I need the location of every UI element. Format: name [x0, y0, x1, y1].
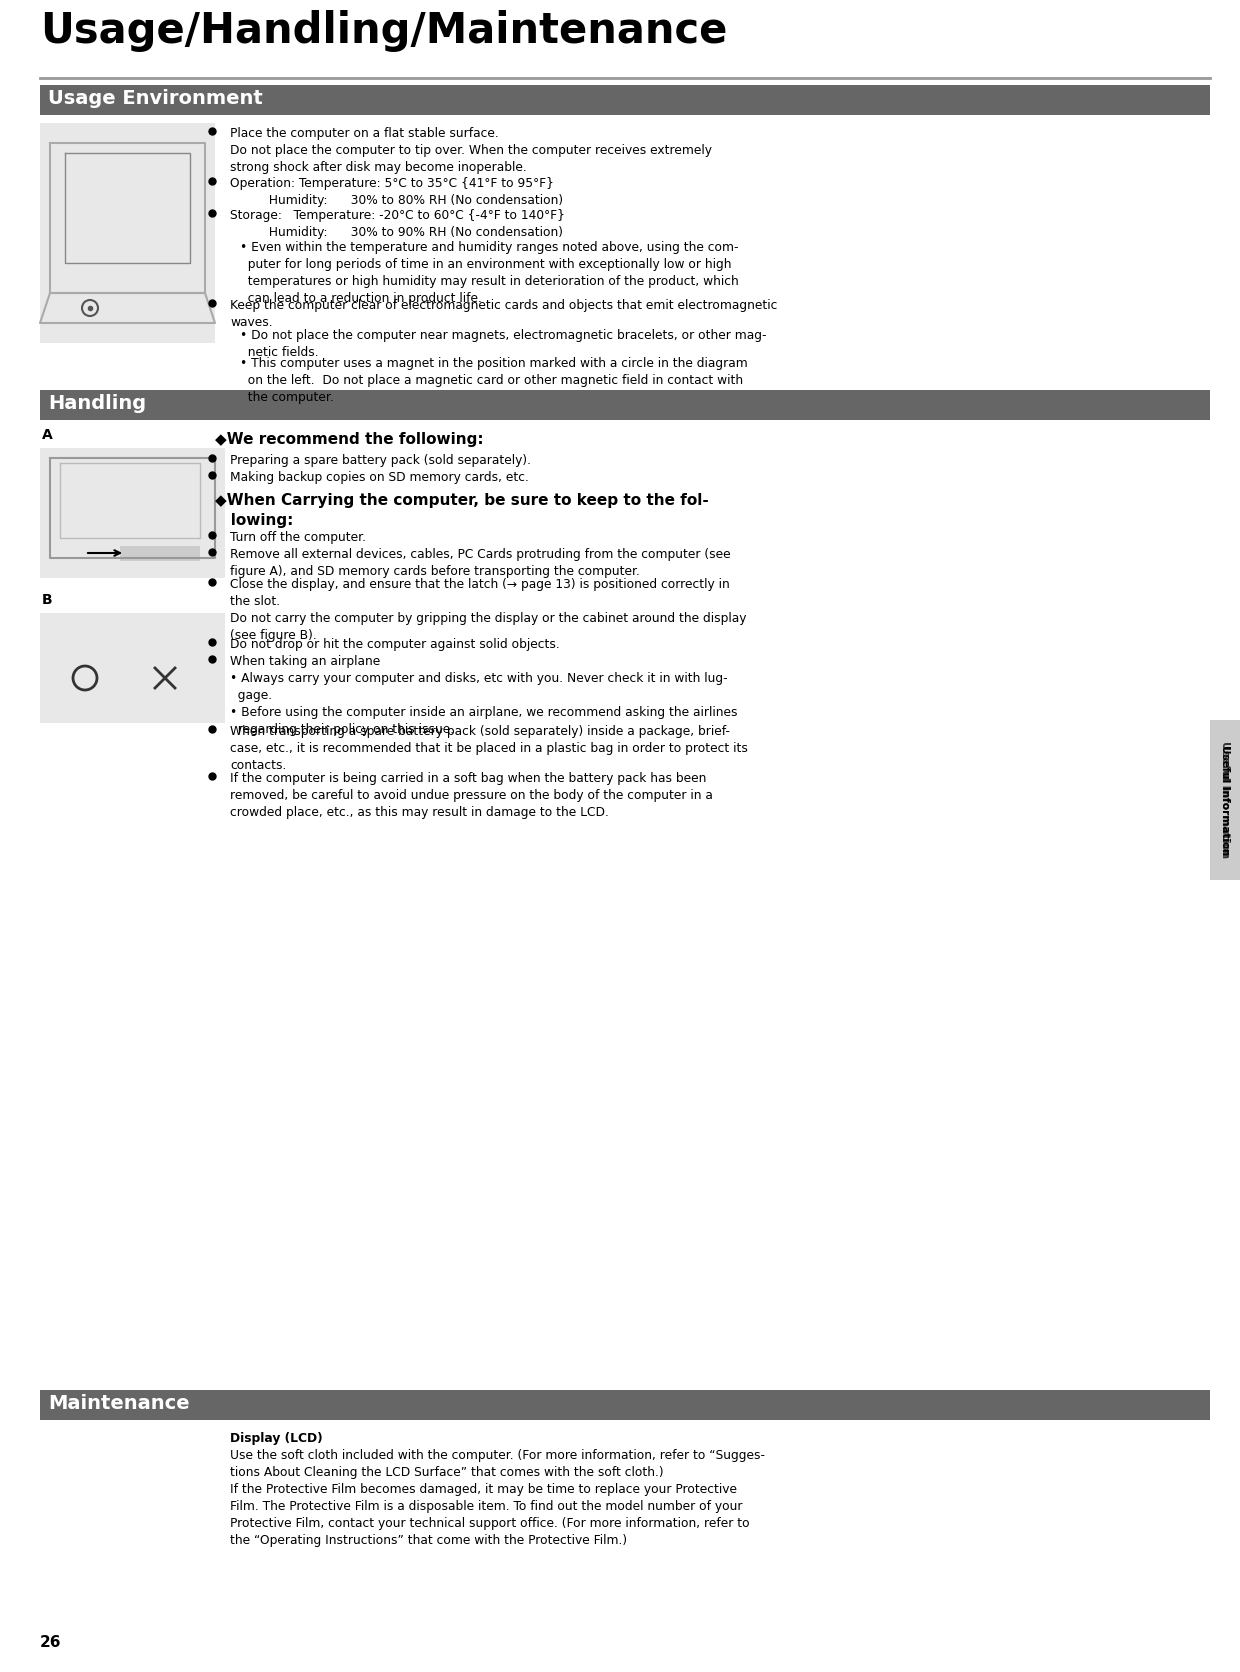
Text: 26: 26	[40, 1635, 62, 1650]
Text: B: B	[42, 594, 52, 607]
Text: Turn off the computer.: Turn off the computer.	[229, 532, 366, 543]
Bar	[120, 547, 200, 562]
Text: • Even within the temperature and humidity ranges noted above, using the com-
  : • Even within the temperature and humidi…	[241, 241, 739, 304]
Text: Usage/Handling/Maintenance: Usage/Handling/Maintenance	[40, 10, 728, 52]
Bar	[40, 614, 224, 722]
Text: Storage:   Temperature: -20°C to 60°C {-4°F to 140°F}
          Humidity:      3: Storage: Temperature: -20°C to 60°C {-4°…	[229, 209, 565, 239]
Text: • This computer uses a magnet in the position marked with a circle in the diagra: • This computer uses a magnet in the pos…	[241, 358, 748, 405]
Text: Place the computer on a flat stable surface.
Do not place the computer to tip ov: Place the computer on a flat stable surf…	[229, 127, 712, 174]
Text: A: A	[42, 428, 53, 441]
Text: Usage Environment: Usage Environment	[48, 89, 263, 109]
Text: Useful Information: Useful Information	[1220, 741, 1230, 858]
Text: ◆We recommend the following:: ◆We recommend the following:	[215, 431, 484, 446]
Bar	[1210, 721, 1240, 879]
Bar	[40, 1389, 1210, 1420]
Text: Preparing a spare battery pack (sold separately).: Preparing a spare battery pack (sold sep…	[229, 455, 531, 466]
Text: Operation: Temperature: 5°C to 35°C {41°F to 95°F}
          Humidity:      30% : Operation: Temperature: 5°C to 35°C {41°…	[229, 177, 563, 207]
Text: ◆When Carrying the computer, be sure to keep to the fol-
   lowing:: ◆When Carrying the computer, be sure to …	[215, 493, 709, 528]
Bar	[40, 85, 1210, 115]
Bar	[40, 390, 1210, 420]
Text: Remove all external devices, cables, PC Cards protruding from the computer (see
: Remove all external devices, cables, PC …	[229, 548, 730, 579]
Text: Use the soft cloth included with the computer. (For more information, refer to “: Use the soft cloth included with the com…	[229, 1450, 765, 1547]
Text: Useful Information: Useful Information	[1220, 744, 1230, 856]
Text: Do not drop or hit the computer against solid objects.: Do not drop or hit the computer against …	[229, 639, 559, 650]
Text: If the computer is being carried in a soft bag when the battery pack has been
re: If the computer is being carried in a so…	[229, 772, 713, 819]
Text: Close the display, and ensure that the latch (→ page 13) is positioned correctly: Close the display, and ensure that the l…	[229, 579, 746, 642]
Text: Making backup copies on SD memory cards, etc.: Making backup copies on SD memory cards,…	[229, 472, 529, 483]
Text: Handling: Handling	[48, 395, 146, 413]
Text: When transporting a spare battery pack (sold separately) inside a package, brief: When transporting a spare battery pack (…	[229, 726, 748, 772]
Text: Display (LCD): Display (LCD)	[229, 1431, 322, 1445]
Text: • Do not place the computer near magnets, electromagnetic bracelets, or other ma: • Do not place the computer near magnets…	[241, 329, 766, 359]
Text: When taking an airplane
• Always carry your computer and disks, etc with you. Ne: When taking an airplane • Always carry y…	[229, 655, 738, 736]
Bar	[40, 448, 224, 579]
Bar	[40, 124, 215, 343]
Text: Maintenance: Maintenance	[48, 1394, 190, 1413]
Text: Keep the computer clear of electromagnetic cards and objects that emit electroma: Keep the computer clear of electromagnet…	[229, 299, 777, 329]
